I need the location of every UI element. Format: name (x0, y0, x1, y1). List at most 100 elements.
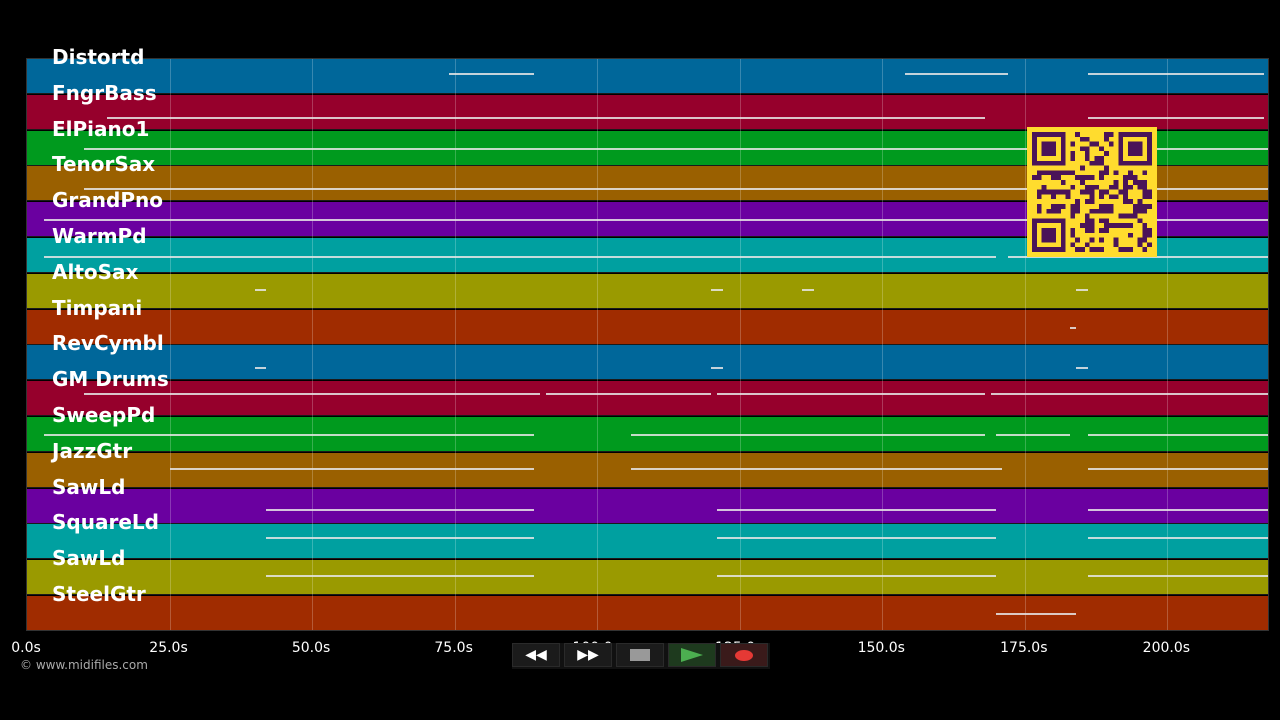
time-tick-label: 25.0s (149, 640, 188, 656)
qr-module (1094, 247, 1100, 252)
qr-module (1142, 247, 1148, 252)
qr-module (1099, 194, 1104, 200)
note-segment (711, 367, 723, 370)
qr-module (1089, 189, 1095, 195)
track-lane (27, 524, 1268, 560)
qr-module (1056, 208, 1061, 214)
qr-module (1132, 180, 1138, 185)
track-label: SweepPd (52, 403, 156, 427)
qr-module (1070, 170, 1076, 176)
note-segment (1087, 537, 1268, 540)
qr-module (1128, 199, 1133, 204)
qr-module (1147, 204, 1152, 209)
qr-module (1128, 247, 1133, 252)
qr-module (1142, 184, 1148, 190)
qr-module (1142, 208, 1148, 214)
qr-module (1080, 146, 1085, 152)
note-segment (84, 393, 541, 396)
qr-module (1128, 232, 1133, 238)
track-lane (27, 59, 1268, 94)
note-segment (448, 73, 535, 75)
qr-module (1132, 175, 1138, 180)
note-segment (996, 434, 1071, 436)
qr-module (1060, 180, 1066, 185)
qr-module (1137, 199, 1143, 204)
qr-module (1080, 247, 1085, 252)
time-tick-label: 175.0s (1000, 640, 1048, 656)
qr-module (1099, 156, 1104, 161)
qr-module (1128, 223, 1133, 228)
qr-module (1089, 175, 1095, 180)
note-segment (266, 508, 535, 511)
qr-module (1051, 175, 1056, 180)
qr-module (1075, 132, 1080, 137)
note-segment (996, 613, 1077, 615)
qr-module (1104, 132, 1109, 137)
qr-module (1104, 218, 1109, 224)
qr-module (1113, 180, 1119, 185)
qr-module (1137, 218, 1143, 224)
qr-module (1084, 213, 1090, 219)
qr-module (1132, 213, 1138, 219)
track-label: RevCymbl (52, 331, 164, 356)
track-label: ElPiano1 (52, 116, 150, 141)
qr-module (1123, 213, 1128, 219)
qr-module (1094, 208, 1100, 214)
track-label: SquareLd (52, 510, 159, 535)
stop-button[interactable] (616, 643, 664, 667)
fast-forward-button[interactable]: ▶▶ (564, 643, 612, 667)
note-segment (1087, 116, 1265, 119)
qr-module (1118, 189, 1124, 195)
qr-module (1089, 199, 1095, 204)
note-segment (84, 188, 1268, 191)
note-segment (905, 73, 1008, 75)
qr-module (1123, 247, 1128, 252)
time-gridline (169, 59, 171, 630)
record-button[interactable] (720, 643, 768, 667)
qr-module (1065, 194, 1071, 200)
qr-module (1084, 136, 1090, 142)
qr-module (1113, 170, 1119, 176)
track-label: WarmPd (52, 224, 147, 248)
qr-module (1142, 189, 1148, 195)
qr-module (1046, 170, 1052, 176)
qr-module (1070, 184, 1076, 190)
qr-module (1123, 189, 1128, 195)
qr-module (1065, 170, 1071, 176)
qr-module (1041, 228, 1056, 243)
note-segment (716, 575, 997, 578)
qr-module (1051, 189, 1056, 195)
qr-module (1051, 194, 1056, 200)
play-icon (681, 648, 703, 662)
qr-module (1080, 165, 1085, 171)
track-lane (27, 273, 1268, 309)
qr-module (1108, 132, 1114, 137)
qr-module (1075, 204, 1080, 209)
qr-module (1147, 242, 1152, 248)
track-label: SawLd (52, 474, 126, 499)
track-label: FngrBass (52, 80, 157, 105)
track-lane (27, 345, 1268, 381)
note-segment (84, 147, 1268, 150)
qr-module (1084, 228, 1090, 233)
qr-module (1080, 136, 1085, 142)
note-segment (1087, 434, 1268, 436)
track-lane (27, 381, 1268, 417)
qr-module (1075, 237, 1080, 243)
qr-module (1118, 223, 1124, 228)
play-button[interactable] (668, 643, 716, 667)
qr-module (1084, 184, 1090, 190)
qr-module (1036, 204, 1042, 209)
rewind-button[interactable]: ◀◀ (512, 643, 560, 667)
qr-module (1084, 242, 1090, 248)
qr-module (1104, 208, 1109, 214)
note-segment (631, 434, 985, 436)
rewind-icon: ◀◀ (525, 647, 547, 663)
time-tick-label: 75.0s (434, 640, 473, 656)
qr-module (1070, 242, 1076, 248)
qr-module (1137, 208, 1143, 214)
qr-module (1080, 189, 1085, 195)
qr-module (1084, 189, 1090, 195)
qr-module (1084, 199, 1090, 204)
time-gridline (739, 59, 741, 630)
